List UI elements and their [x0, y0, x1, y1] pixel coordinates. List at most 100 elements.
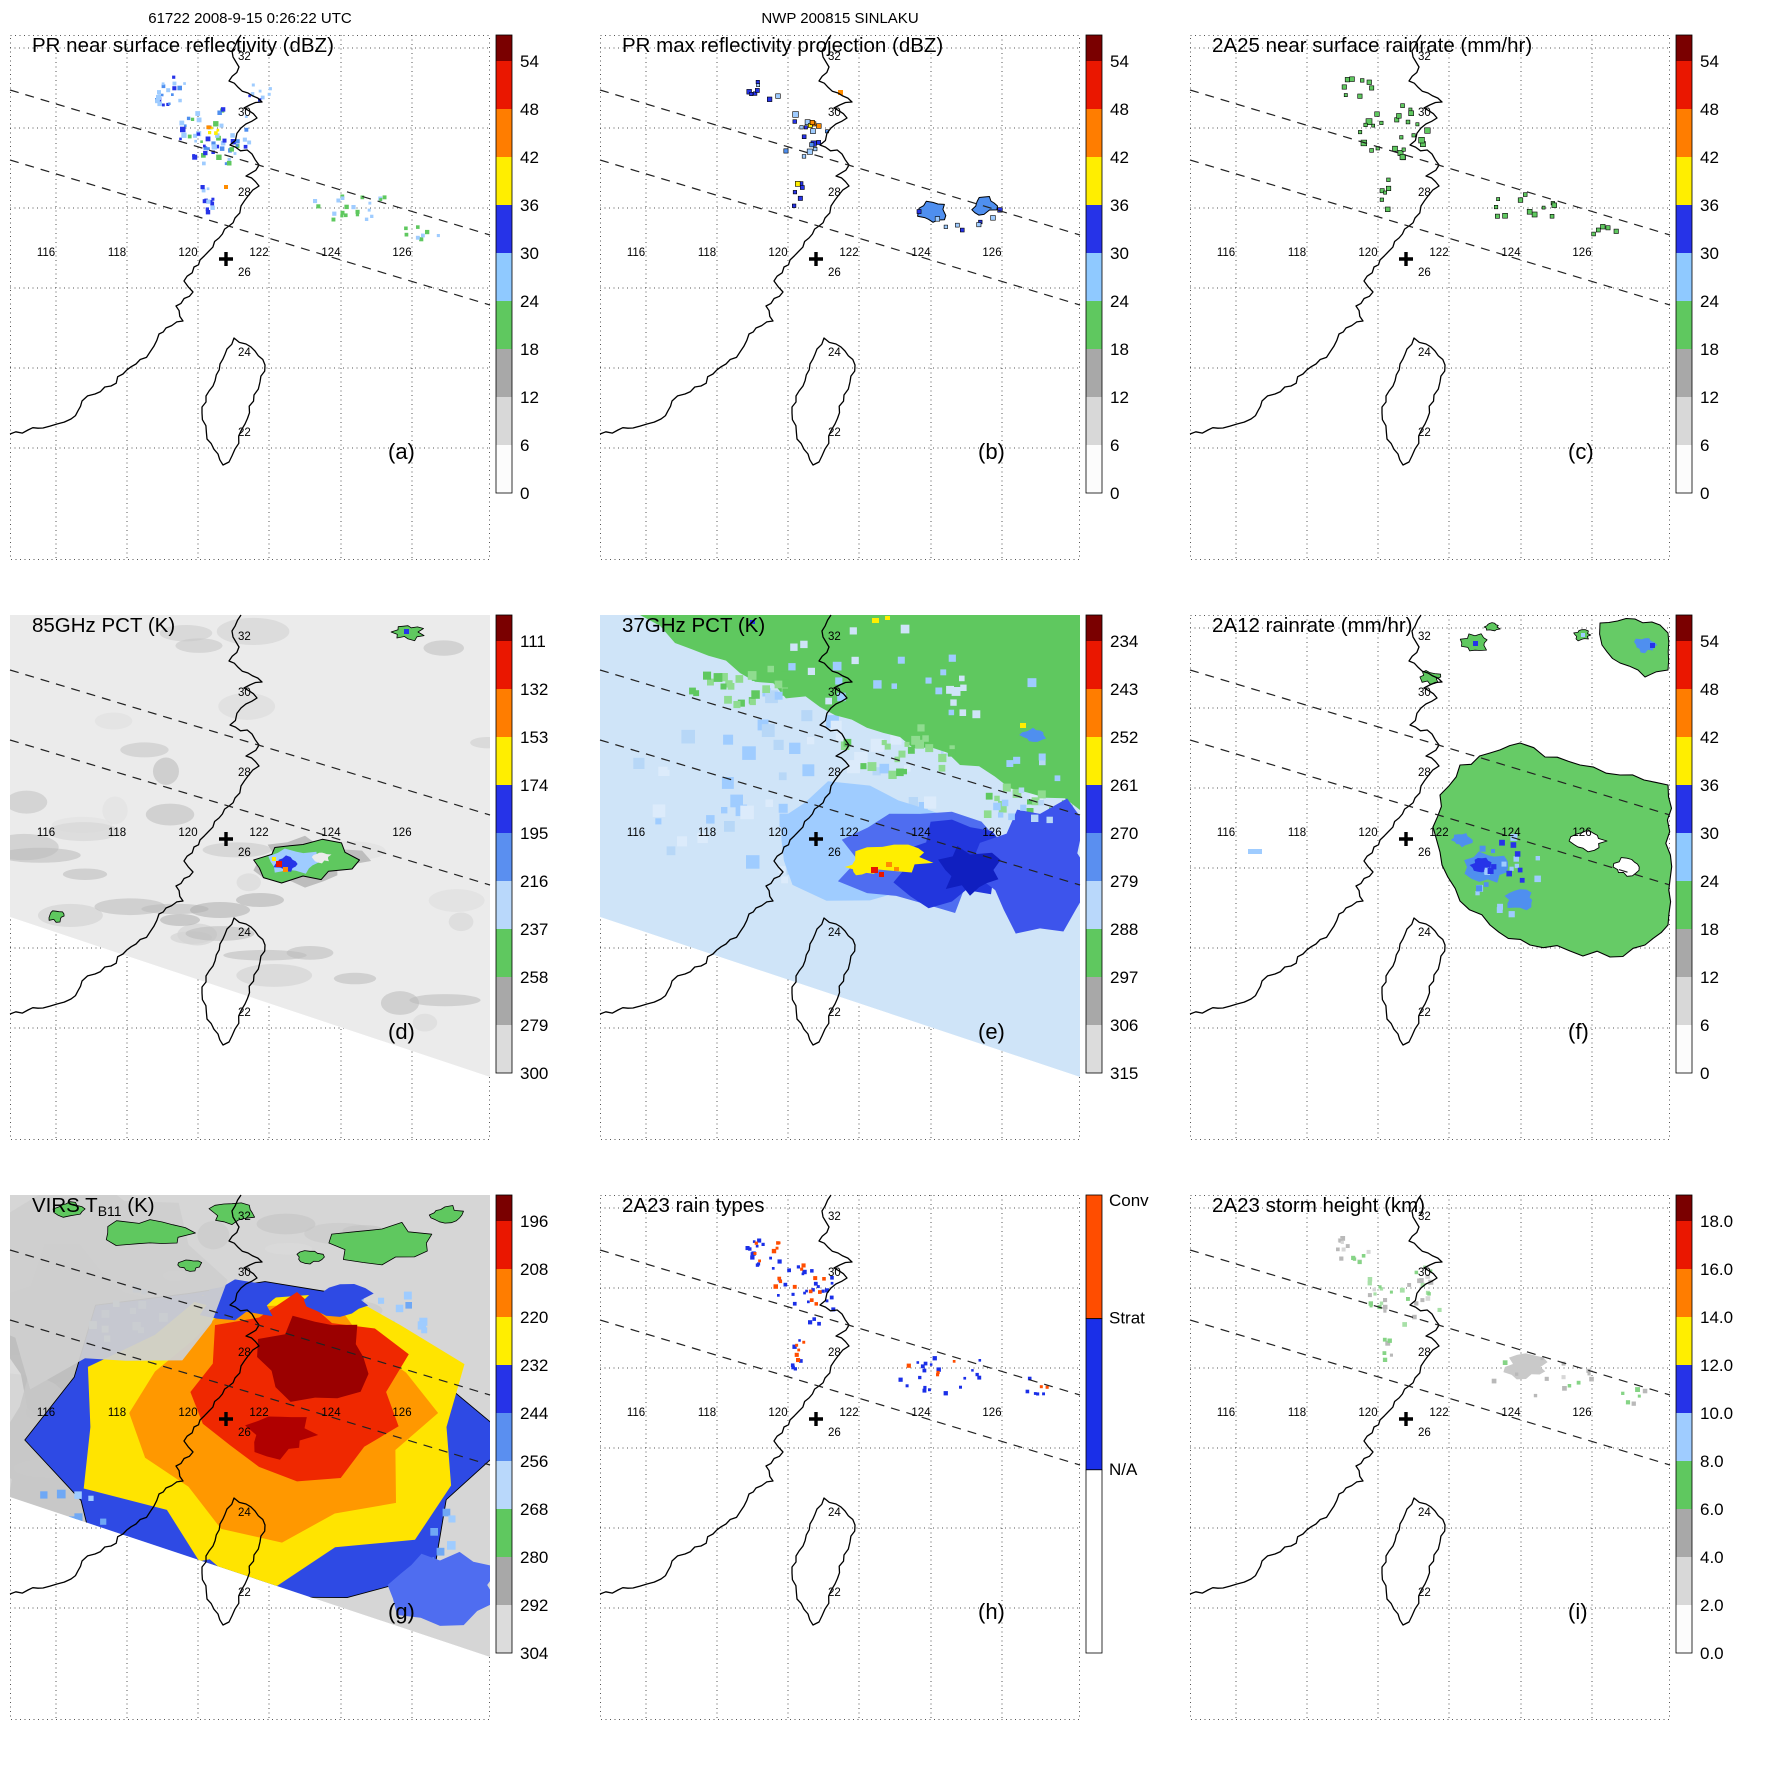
colorbar-segment: [496, 641, 512, 689]
lon-label: 120: [1358, 827, 1377, 839]
colorbar-segment: [1086, 35, 1102, 61]
colorbar-tick-label: 0.0: [1700, 1644, 1724, 1663]
colorbar-segment: [1086, 349, 1102, 397]
colorbar-tick-label: 195: [520, 824, 548, 843]
colorbar-segment: [496, 1025, 512, 1073]
colorbar-tick-label: 12.0: [1700, 1356, 1733, 1375]
colorbar-segment: [1676, 1221, 1692, 1269]
colorbar-segment: [496, 785, 512, 833]
panel-title: 2A25 near surface rainrate (mm/hr): [1212, 34, 1532, 57]
lon-label: 126: [392, 247, 411, 259]
colorbar-i: 18.0 16.0 14.0 12.0 10.0 8.0 6.0 4.0 2.0 0.0: [1675, 1194, 1733, 1663]
colorbar-segment: [1086, 785, 1102, 833]
lat-label: 30: [1418, 687, 1431, 699]
colorbar-segment: [1086, 61, 1102, 109]
swath-edge-lines: [1189, 89, 1671, 306]
panel-letter-label: (h): [978, 1599, 1005, 1624]
panel-letter-label: (a): [388, 439, 415, 464]
map-panel-f: 116 118 120 122 124 126 32 30 28 26 24 22 2A12 rainr…: [1189, 614, 1673, 1140]
lon-label: 126: [1572, 827, 1591, 839]
colorbar-segment: [496, 1317, 512, 1365]
colorbar-tick-label: 48: [1110, 100, 1129, 119]
colorbar-segment: [496, 349, 512, 397]
lon-label: 126: [982, 1407, 1001, 1419]
colorbar-tick-label: 54: [1700, 632, 1719, 651]
lon-label: 116: [1217, 247, 1235, 259]
lon-label: 118: [108, 247, 126, 259]
lat-label: 28: [1418, 1347, 1431, 1359]
panel-d: 116 118 120 122 124 126 32 30 28 26 24 22 85GHz PCT …: [0, 610, 590, 1190]
lat-label: 30: [1418, 1267, 1431, 1279]
colorbar-segment: [1086, 445, 1102, 493]
colorbar-tick-label: 18: [520, 340, 539, 359]
lon-label: 120: [178, 1407, 197, 1419]
colorbar-segment: [1676, 1025, 1692, 1073]
china-coastline-path: [1189, 34, 1443, 435]
colorbar-tick-label: 18.0: [1700, 1212, 1733, 1231]
colorbar-segment: [1676, 1557, 1692, 1605]
colorbar-tick-label: 12: [1700, 968, 1719, 987]
panel-h: 116 118 120 122 124 126 32 30 28 26 24 22 2A23 rain …: [590, 1190, 1180, 1770]
taiwan-outline: [1381, 337, 1446, 466]
lat-label: 28: [828, 1347, 841, 1359]
storm-center-marker: [809, 1412, 823, 1426]
colorbar-segment: [496, 977, 512, 1025]
colorbar-tick-label: 174: [520, 776, 548, 795]
lat-label: 32: [828, 1211, 841, 1223]
colorbar-segment: [496, 1269, 512, 1317]
colorbar-tick-label: 6: [1700, 436, 1709, 455]
data-overlay: [10, 615, 490, 1077]
lon-label: 118: [1288, 1407, 1306, 1419]
colorbar-segment: [1086, 301, 1102, 349]
map-labels: 116 118 120 122 124 126 32 30 28 26 24 22 37GHz PCT …: [622, 614, 1005, 1044]
colorbar-tick-label: 8.0: [1700, 1452, 1724, 1471]
lat-label: 24: [828, 347, 841, 359]
colorbar-tick-label: 153: [520, 728, 548, 747]
lon-label: 116: [627, 247, 645, 259]
lat-label: 24: [1418, 927, 1431, 939]
lat-label: 24: [1418, 347, 1431, 359]
panel-letter-label: (f): [1568, 1019, 1589, 1044]
colorbar-tick-label: 36: [520, 196, 539, 215]
lon-label: 124: [321, 1407, 341, 1419]
colorbar-d: 111 132 153 174 195 216 237 258 279 300: [495, 614, 548, 1083]
lat-label: 22: [238, 427, 251, 439]
colorbar-tick-label: 42: [1110, 148, 1129, 167]
lon-label: 124: [1501, 1407, 1521, 1419]
colorbar-segment: [496, 1557, 512, 1605]
lon-label: 116: [37, 247, 55, 259]
panel-letter-label: (d): [388, 1019, 415, 1044]
lat-label: 28: [238, 767, 251, 779]
lat-label: 32: [1418, 631, 1431, 643]
colorbar-tick-label: 292: [520, 1596, 548, 1615]
colorbar-tick-label: 42: [520, 148, 539, 167]
colorbar-a: 54 48 42 36 30 24 18 12 6 0: [495, 34, 539, 503]
colorbar-segment: [496, 253, 512, 301]
colorbar-segment: [496, 35, 512, 61]
storm-center-marker: [1399, 832, 1413, 846]
colorbar-segment: [1676, 397, 1692, 445]
coastlines: [9, 34, 266, 466]
colorbar-segment: [1676, 157, 1692, 205]
taiwan-outline: [791, 1497, 856, 1626]
lat-label: 32: [828, 51, 841, 63]
lon-label: 124: [911, 1407, 931, 1419]
colorbar-tick-label: 244: [520, 1404, 548, 1423]
map-panel-d: 116 118 120 122 124 126 32 30 28 26 24 22 85GHz PCT …: [9, 614, 491, 1140]
panel-title: 2A12 rainrate (mm/hr): [1212, 614, 1413, 637]
colorbar-segment: [496, 301, 512, 349]
china-coastline-path: [599, 614, 853, 1015]
panel-title: PR near surface reflectivity (dBZ): [32, 34, 334, 57]
panel-e: 116 118 120 122 124 126 32 30 28 26 24 22 37GHz PCT …: [590, 610, 1180, 1190]
colorbar-tick-label: 0: [520, 484, 529, 503]
colorbar-segment: [1676, 1269, 1692, 1317]
china-coastline-path: [9, 1194, 263, 1595]
lat-label: 30: [828, 107, 841, 119]
colorbar-segment: [1085, 1469, 1103, 1654]
grid-lines: [10, 35, 490, 560]
lat-label: 26: [1418, 1427, 1431, 1439]
lat-label: 26: [238, 1427, 251, 1439]
colorbar-segment: [496, 1221, 512, 1269]
lon-label: 118: [1288, 247, 1306, 259]
colorbar-tick-label: 42: [1700, 148, 1719, 167]
